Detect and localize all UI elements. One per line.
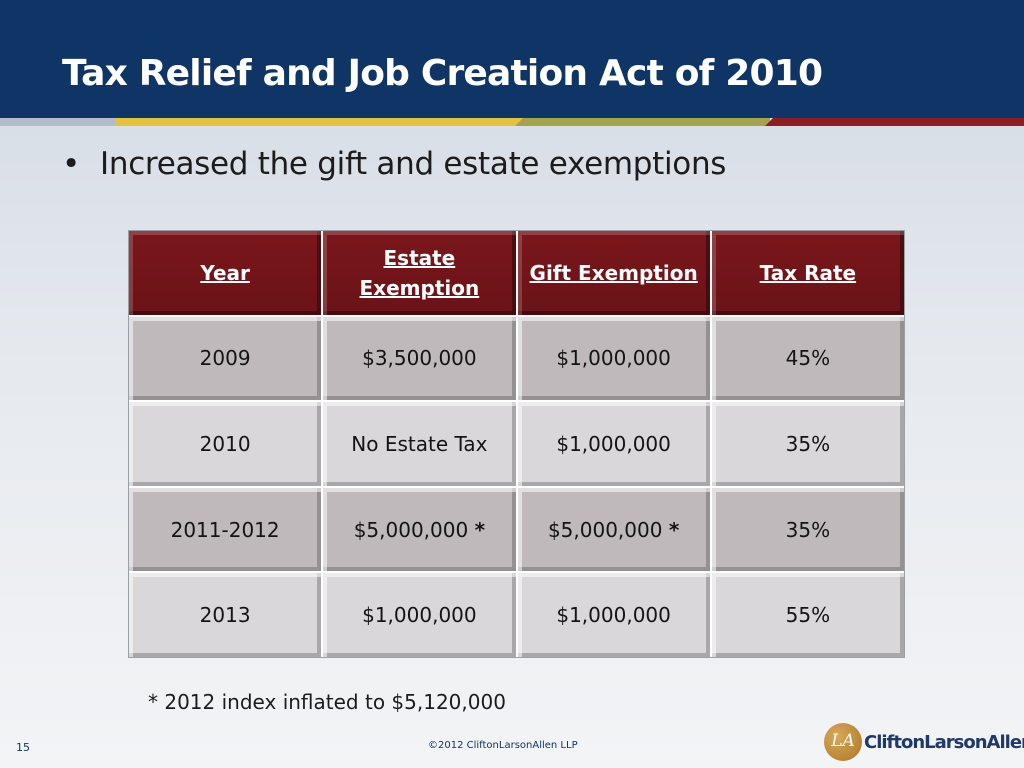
table-cell: 55% (711, 573, 904, 657)
logo-mark-icon: LA (824, 723, 862, 761)
company-logo: LA CliftonLarsonAllen (824, 723, 1024, 763)
table-cell: $1,000,000 (517, 316, 710, 401)
footnote: * 2012 index inflated to $5,120,000 (148, 690, 506, 714)
table-cell: 45% (711, 316, 904, 401)
table-cell: No Estate Tax (323, 402, 516, 486)
exemption-table: Year Estate Exemption Gift Exemption Tax… (128, 230, 905, 658)
page-number: 15 (16, 741, 30, 754)
accent-stripe (0, 118, 1024, 126)
table-cell: $1,000,000 (517, 402, 710, 486)
table-cell: 35% (711, 402, 904, 486)
table-cell: 2009 (129, 316, 322, 401)
table-cell: $5,000,000 * (517, 487, 710, 572)
title-bar: Tax Relief and Job Creation Act of 2010 (0, 0, 1024, 118)
table-cell: $1,000,000 (517, 573, 710, 657)
slide-title: Tax Relief and Job Creation Act of 2010 (62, 53, 823, 94)
table-cell: 2011-2012 (129, 487, 322, 572)
table-cell: 2010 (129, 402, 322, 486)
table-header-estate-exemption: Estate Exemption (323, 231, 516, 315)
table-cell: 2013 (129, 573, 322, 657)
copyright-notice: ©2012 CliftonLarsonAllen LLP (428, 740, 578, 751)
logo-text: CliftonLarsonAllen (864, 732, 1024, 753)
footnote-marker: * (474, 517, 486, 542)
footnote-marker: * (668, 517, 680, 542)
bullet-item: • Increased the gift and estate exemption… (62, 146, 726, 182)
table-header-gift-exemption: Gift Exemption (517, 231, 710, 315)
table-cell: $5,000,000 * (323, 487, 516, 572)
table-header-year: Year (129, 231, 322, 315)
table-cell: 35% (711, 487, 904, 572)
bullet-icon: • (62, 146, 80, 182)
table-cell: $1,000,000 (323, 573, 516, 657)
bullet-text: Increased the gift and estate exemptions (100, 146, 727, 182)
table-header-tax-rate: Tax Rate (711, 231, 904, 315)
table-cell: $3,500,000 (323, 316, 516, 401)
